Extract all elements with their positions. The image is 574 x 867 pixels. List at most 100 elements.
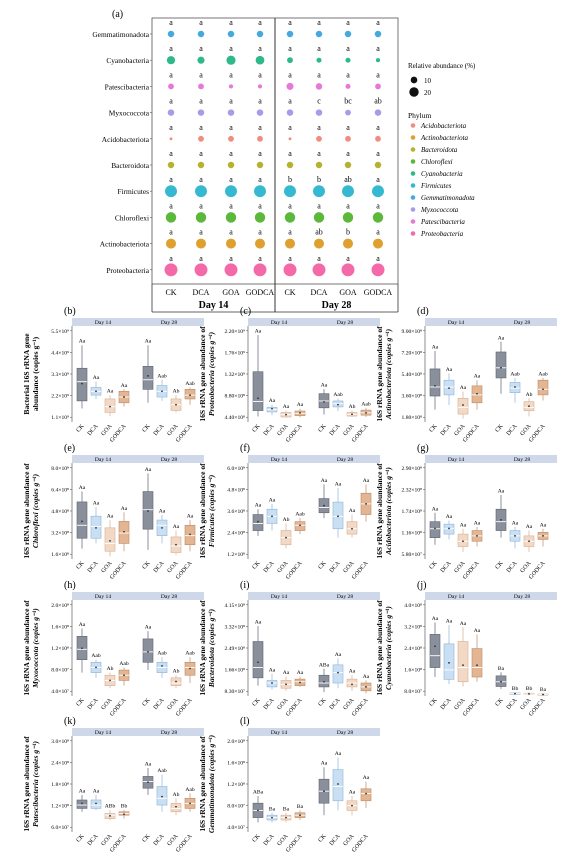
mean-point bbox=[299, 524, 301, 527]
group-letter: Aa bbox=[446, 618, 453, 624]
y-tick-label: 2.2×10⁹ bbox=[51, 394, 69, 400]
abundance-bubble bbox=[313, 238, 325, 249]
y-tick-label: 8.30×10⁷ bbox=[225, 689, 246, 695]
phylum-row-label: Patescibacteria bbox=[105, 82, 150, 91]
significance-letter: a bbox=[288, 97, 292, 106]
panel-label: (g) bbox=[417, 443, 429, 454]
x-tick-label: CK bbox=[142, 697, 152, 708]
significance-letter: a bbox=[229, 254, 233, 263]
mean-point bbox=[161, 795, 163, 798]
y-tick-label: 4.8×10⁸ bbox=[51, 509, 69, 515]
x-tick-label: CK bbox=[142, 560, 152, 571]
significance-letter: a bbox=[199, 149, 203, 158]
facet-strip-label: Day 28 bbox=[514, 457, 531, 463]
abundance-bubble bbox=[194, 263, 208, 277]
abundance-bubble bbox=[315, 161, 323, 169]
x-tick-label: DCA bbox=[329, 697, 342, 711]
group-letter: Aa bbox=[446, 514, 453, 520]
mean-point bbox=[434, 527, 436, 530]
box bbox=[429, 521, 441, 538]
x-tick-label: DCA bbox=[153, 697, 166, 711]
mean-point bbox=[462, 664, 464, 667]
significance-letter: a bbox=[258, 44, 262, 53]
color-legend-title: Phylum bbox=[408, 111, 432, 120]
mean-point bbox=[323, 680, 325, 683]
color-legend-label: Acidobacteriota bbox=[420, 122, 467, 130]
mean-point bbox=[462, 404, 464, 406]
y-tick-label: 3.3×10⁹ bbox=[51, 372, 69, 378]
abundance-bubble bbox=[254, 212, 266, 223]
group-letter: Bb bbox=[512, 686, 519, 692]
y-axis-title: 16S rRNA gene abundance ofBacteroidota (… bbox=[198, 600, 216, 696]
y-tick-label: 1.6×10⁸ bbox=[227, 760, 245, 766]
group-letter: Aa bbox=[173, 524, 180, 530]
box-panel: (f) Day 14 Day 28 1.2×10⁸ 2.4×10⁸ 3.6×10⁸ 4.8×… bbox=[198, 443, 380, 581]
day-label: Day 28 bbox=[322, 300, 352, 311]
box-plot-grid: (b) Day 14 Day 28 1.1×10⁹ 2.2×10⁹ 3.3×10⁹ 4.4×… bbox=[22, 306, 557, 854]
y-tick-label: 1.80×10⁸ bbox=[402, 415, 423, 421]
phylum-row-label: Chloroflexi bbox=[115, 213, 149, 222]
mean-point bbox=[81, 647, 83, 650]
phylum-row-label: Firmicutes bbox=[117, 187, 149, 196]
facet-strip-label: Day 14 bbox=[271, 320, 288, 326]
significance-letter: a bbox=[317, 44, 321, 53]
group-letter: Aa bbox=[460, 385, 467, 391]
y-axis-title: 16S rRNA gene abundance ofCyanobacteria … bbox=[375, 600, 393, 696]
group-letter: Ba bbox=[540, 687, 547, 693]
group-letter: Aa bbox=[255, 619, 262, 625]
mean-point bbox=[514, 692, 516, 695]
panel-label: (d) bbox=[417, 306, 429, 317]
mean-point bbox=[147, 375, 149, 377]
facet-strip bbox=[425, 455, 557, 463]
group-letter: Ab bbox=[526, 392, 533, 398]
x-tick-label: DCA bbox=[263, 697, 276, 711]
mean-point bbox=[257, 520, 259, 523]
mean-point bbox=[175, 680, 177, 683]
y-tick-label: 1.2×10⁸ bbox=[51, 804, 69, 810]
significance-letter: a bbox=[169, 44, 173, 53]
group-letter: Aa bbox=[321, 478, 328, 484]
y-tick-label: 2.20×10⁹ bbox=[225, 329, 246, 335]
mean-point bbox=[123, 813, 125, 816]
box-panel: (d) Day 14 Day 28 1.80×10⁸ 3.60×10⁸ 5.40×10⁸ 7… bbox=[375, 306, 557, 444]
mean-point bbox=[81, 520, 83, 523]
group-letter: Aab bbox=[157, 651, 167, 657]
facet-strip-label: Day 28 bbox=[161, 730, 178, 736]
abundance-bubble bbox=[256, 30, 264, 38]
mean-point bbox=[95, 802, 97, 805]
significance-letter: b bbox=[346, 228, 350, 237]
significance-letter: a bbox=[376, 18, 380, 27]
y-tick-label: 4.4×10⁹ bbox=[51, 350, 69, 356]
abundance-bubble bbox=[372, 212, 384, 223]
treatment-tick-label: GOA bbox=[222, 288, 240, 297]
phylum-row-label: Bacteroidota bbox=[111, 161, 149, 170]
group-letter: Ba bbox=[498, 666, 505, 672]
x-tick-label: CK bbox=[142, 423, 152, 434]
group-letter: Aa bbox=[335, 652, 342, 658]
group-letter: Bb bbox=[526, 686, 533, 692]
x-tick-label: CK bbox=[252, 423, 262, 434]
group-letter: Aa bbox=[79, 622, 86, 628]
mean-point bbox=[500, 366, 502, 369]
x-tick-label: DCA bbox=[440, 697, 453, 711]
facet-strip bbox=[72, 318, 204, 326]
phylum-row-label: Acidobacteriota bbox=[102, 135, 150, 144]
abundance-bubble bbox=[288, 137, 292, 141]
y-axis-title-line: Patescibacteria (copies g⁻¹) bbox=[31, 741, 40, 827]
abundance-bubble bbox=[197, 30, 205, 38]
mean-point bbox=[285, 683, 287, 686]
treatment-tick-label: CK bbox=[284, 288, 295, 297]
significance-letter: a bbox=[317, 18, 321, 27]
abundance-bubble bbox=[313, 212, 325, 223]
y-tick-label: 1.16×10⁸ bbox=[402, 531, 423, 537]
abundance-bubble bbox=[315, 109, 323, 116]
y-tick-label: 7.20×10⁸ bbox=[402, 350, 423, 356]
significance-letter: a bbox=[258, 201, 262, 210]
significance-letter: a bbox=[229, 228, 233, 237]
significance-letter: a bbox=[169, 18, 173, 27]
abundance-bubble bbox=[344, 30, 352, 38]
phylum-row-label: Gemmatimonadota bbox=[92, 30, 149, 39]
y-axis-title: 16S rRNA gene abundance ofChloroflexi (c… bbox=[22, 463, 40, 559]
y-tick-label: 3.32×10⁸ bbox=[225, 624, 246, 630]
group-letter: Aa bbox=[363, 674, 370, 680]
